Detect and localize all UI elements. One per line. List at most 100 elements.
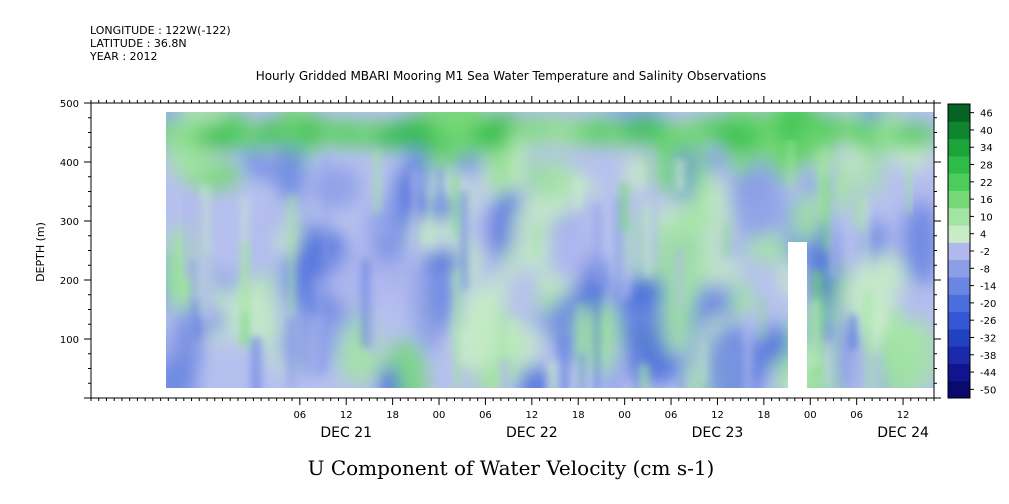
field-streak xyxy=(834,308,840,388)
field-streak xyxy=(823,176,831,251)
colorbar-swatch xyxy=(948,121,970,140)
field-streak xyxy=(906,164,914,213)
y-tick-label: 200 xyxy=(60,276,79,287)
field-streak xyxy=(411,169,419,268)
field-streak xyxy=(743,314,753,388)
x-tick-label: 18 xyxy=(386,410,399,421)
field-streak xyxy=(181,194,194,278)
field-streak xyxy=(724,221,729,256)
colorbar-label: -44 xyxy=(980,368,996,379)
colorbar-label: 22 xyxy=(980,178,993,189)
axes: 06 12 18 00 06 12 18 00 06 12 18 00 06 12 DEC 21 DEC 22… xyxy=(60,96,941,441)
surface-blob xyxy=(890,121,934,150)
field-streak xyxy=(427,189,433,246)
x-tick-label: 06 xyxy=(479,410,492,421)
field-streak xyxy=(679,375,684,388)
field-streak xyxy=(579,352,586,388)
y-tick-label: 500 xyxy=(60,99,79,110)
x-tick-label: 00 xyxy=(433,410,446,421)
field-streak xyxy=(593,203,601,286)
field-streak xyxy=(760,298,765,341)
field-blob xyxy=(311,164,361,210)
x-tick-label: 06 xyxy=(850,410,863,421)
field-blob xyxy=(499,247,521,281)
field-streak xyxy=(649,148,656,265)
field-streak xyxy=(701,341,706,384)
colorbar-label: 28 xyxy=(980,161,993,172)
x-tick-label: 00 xyxy=(804,410,817,421)
colorbar-swatch xyxy=(948,155,970,174)
colorbar-swatch xyxy=(948,276,970,295)
field-blob xyxy=(422,250,464,271)
field-streak xyxy=(638,363,650,388)
year-label: YEAR : 2012 xyxy=(89,50,158,63)
field-streak xyxy=(634,349,643,388)
gap-rect xyxy=(788,242,807,388)
field-streak xyxy=(459,329,472,366)
field-blob xyxy=(730,278,755,321)
velocity-streaks xyxy=(181,140,914,388)
x-tick-label: 12 xyxy=(525,410,538,421)
colorbar-swatch xyxy=(948,311,970,330)
colorbar-label: -20 xyxy=(980,299,996,310)
x-tick-label: 06 xyxy=(293,410,306,421)
x-date-label: DEC 22 xyxy=(506,425,558,441)
field-blob xyxy=(524,157,575,202)
x-tick-label: 12 xyxy=(711,410,724,421)
field-blob xyxy=(704,323,763,388)
x-tick-label: 18 xyxy=(572,410,585,421)
field-blob xyxy=(547,223,592,284)
field-streak xyxy=(644,201,652,278)
colorbar-swatch xyxy=(948,294,970,313)
field-streak xyxy=(486,371,499,388)
field-blob xyxy=(518,363,553,388)
y-tick-label: 100 xyxy=(60,335,79,346)
field-streak xyxy=(812,299,819,368)
variable-label: U Component of Water Velocity (cm s-1) xyxy=(308,456,715,480)
field-streak xyxy=(903,356,912,388)
field-streak xyxy=(323,153,329,265)
field-blob xyxy=(790,193,823,244)
field-streak xyxy=(373,150,381,214)
field-blob xyxy=(660,274,695,356)
colorbar-label: -2 xyxy=(980,247,990,258)
field-streak xyxy=(674,159,686,192)
field-streak xyxy=(453,271,462,388)
colorbar-label: -50 xyxy=(980,385,996,396)
colorbar-swatch xyxy=(948,104,970,122)
x-date-label: DEC 23 xyxy=(692,425,744,441)
field-streak xyxy=(577,304,584,388)
colorbar-label: -8 xyxy=(980,264,990,275)
field-streak xyxy=(360,259,371,347)
x-tick-label: 00 xyxy=(618,410,631,421)
colorbar-swatch xyxy=(948,138,970,157)
field-blob xyxy=(623,155,651,194)
field-streak xyxy=(369,279,379,356)
field-streak xyxy=(853,193,864,230)
colorbar-swatch xyxy=(948,259,970,278)
colorbar-swatch xyxy=(948,328,970,347)
field-streak xyxy=(826,342,832,388)
field-streak xyxy=(194,195,205,304)
x-tick-label: 06 xyxy=(665,410,678,421)
field-streak xyxy=(870,315,882,352)
colorbar-label: 4 xyxy=(980,230,986,241)
field-streak xyxy=(594,282,600,388)
colorbar-swatch xyxy=(948,242,970,261)
field-streak xyxy=(849,315,858,350)
y-axis-label: DEPTH (m) xyxy=(34,222,47,282)
colorbar-label: -38 xyxy=(980,351,996,362)
field-blob xyxy=(415,192,461,223)
x-date-label: DEC 24 xyxy=(877,425,929,441)
gap-rect xyxy=(92,104,166,397)
field-blob xyxy=(277,311,338,375)
field-streak xyxy=(829,163,837,279)
field-streak xyxy=(864,198,869,310)
x-tick-label: 12 xyxy=(897,410,910,421)
gap-rect xyxy=(166,388,934,397)
field-streak xyxy=(499,358,510,388)
field-streak xyxy=(558,335,570,388)
field-streak xyxy=(202,251,215,321)
longitude-label: LONGITUDE : 122W(-122) xyxy=(90,24,231,37)
colorbar-label: 16 xyxy=(980,195,993,206)
